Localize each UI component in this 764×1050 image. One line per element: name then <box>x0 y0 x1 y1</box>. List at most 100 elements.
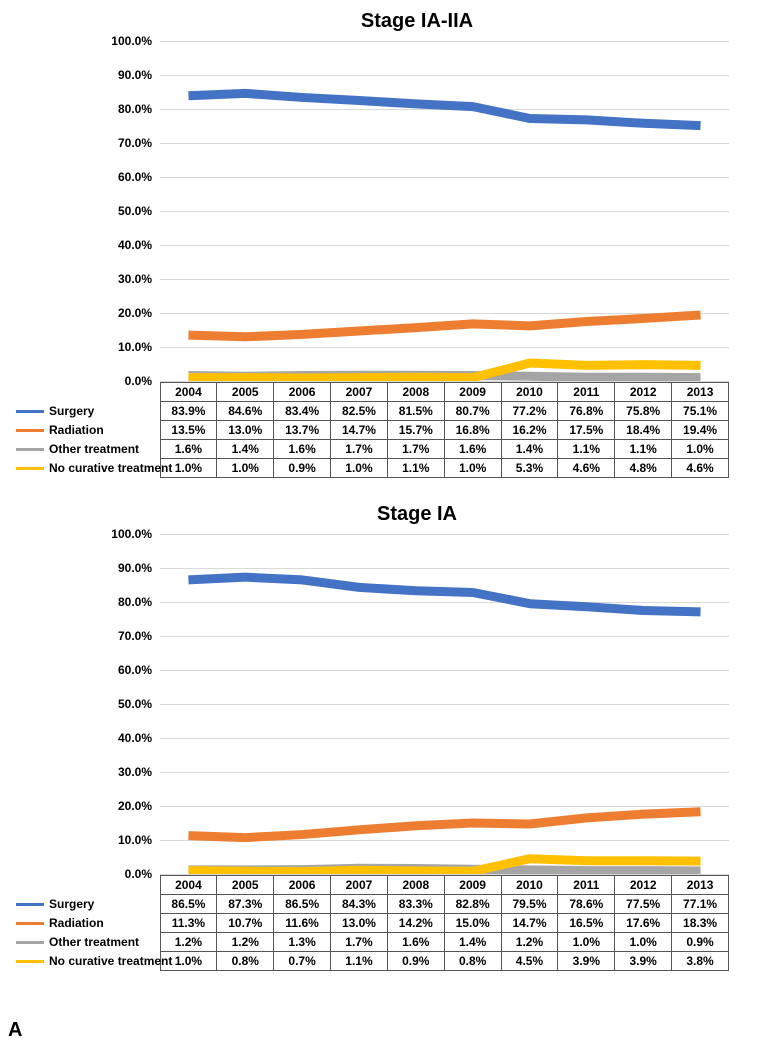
data-cell: 15.0% <box>444 914 501 933</box>
ytick-label: 100.0% <box>111 34 160 48</box>
data-cell: 83.4% <box>274 402 331 421</box>
series-label-text: No curative treatment <box>49 954 172 968</box>
table-row: No curative treatment1.0%0.8%0.7%1.1%0.9… <box>10 952 729 971</box>
year-header: 2007 <box>331 383 388 402</box>
chart-lines <box>160 534 729 874</box>
data-cell: 1.0% <box>672 440 729 459</box>
year-header: 2004 <box>160 876 217 895</box>
series-label-cell: Other treatment <box>10 933 160 952</box>
data-cell: 16.8% <box>444 421 501 440</box>
ytick-label: 80.0% <box>118 595 160 609</box>
ytick-label: 70.0% <box>118 629 160 643</box>
data-cell: 4.8% <box>615 459 672 478</box>
data-cell: 14.7% <box>331 421 388 440</box>
data-cell: 1.0% <box>217 459 274 478</box>
table-row: No curative treatment1.0%1.0%0.9%1.0%1.1… <box>10 459 729 478</box>
legend-swatch-surgery <box>16 903 44 906</box>
data-cell: 13.7% <box>274 421 331 440</box>
data-cell: 1.2% <box>160 933 217 952</box>
ytick-label: 10.0% <box>118 340 160 354</box>
data-table: 2004200520062007200820092010201120122013… <box>10 382 729 478</box>
data-cell: 1.7% <box>331 933 388 952</box>
chart-title: Stage IA <box>80 503 754 526</box>
data-cell: 5.3% <box>501 459 558 478</box>
ytick-label: 50.0% <box>118 697 160 711</box>
data-cell: 1.4% <box>217 440 274 459</box>
data-cell: 86.5% <box>274 895 331 914</box>
data-cell: 80.7% <box>444 402 501 421</box>
data-cell: 87.3% <box>217 895 274 914</box>
data-cell: 82.8% <box>444 895 501 914</box>
ytick-label: 40.0% <box>118 731 160 745</box>
data-cell: 10.7% <box>217 914 274 933</box>
chart-title: Stage IA-IIA <box>80 10 754 33</box>
ytick-label: 0.0% <box>125 374 160 388</box>
data-cell: 1.4% <box>501 440 558 459</box>
data-cell: 82.5% <box>331 402 388 421</box>
year-header: 2008 <box>387 383 444 402</box>
table-row: Radiation13.5%13.0%13.7%14.7%15.7%16.8%1… <box>10 421 729 440</box>
data-cell: 4.6% <box>558 459 615 478</box>
data-cell: 77.1% <box>672 895 729 914</box>
series-label-cell: Radiation <box>10 421 160 440</box>
legend-swatch-radiation <box>16 429 44 432</box>
data-cell: 1.3% <box>274 933 331 952</box>
data-cell: 0.9% <box>387 952 444 971</box>
data-cell: 4.5% <box>501 952 558 971</box>
data-cell: 83.3% <box>387 895 444 914</box>
year-header: 2008 <box>387 876 444 895</box>
data-cell: 79.5% <box>501 895 558 914</box>
data-cell: 4.6% <box>672 459 729 478</box>
series-label-text: Radiation <box>49 423 104 437</box>
year-header: 2005 <box>217 876 274 895</box>
series-line-surgery <box>188 577 700 612</box>
data-cell: 75.8% <box>615 402 672 421</box>
data-cell: 17.5% <box>558 421 615 440</box>
legend-swatch-none <box>16 467 44 470</box>
data-cell: 1.0% <box>558 933 615 952</box>
data-cell: 0.7% <box>274 952 331 971</box>
series-label-text: Radiation <box>49 916 104 930</box>
data-cell: 13.0% <box>331 914 388 933</box>
year-header: 2012 <box>615 876 672 895</box>
ytick-label: 50.0% <box>118 204 160 218</box>
year-header: 2009 <box>444 383 501 402</box>
data-cell: 19.4% <box>672 421 729 440</box>
ytick-label: 0.0% <box>125 867 160 881</box>
data-cell: 17.6% <box>615 914 672 933</box>
data-cell: 14.2% <box>387 914 444 933</box>
data-cell: 1.6% <box>274 440 331 459</box>
data-cell: 1.4% <box>444 933 501 952</box>
legend-swatch-surgery <box>16 410 44 413</box>
data-cell: 11.3% <box>160 914 217 933</box>
series-label-text: Surgery <box>49 897 94 911</box>
ytick-label: 90.0% <box>118 68 160 82</box>
data-cell: 77.5% <box>615 895 672 914</box>
ytick-label: 30.0% <box>118 272 160 286</box>
data-cell: 18.3% <box>672 914 729 933</box>
year-header: 2011 <box>558 383 615 402</box>
ytick-label: 90.0% <box>118 561 160 575</box>
series-line-radiation <box>188 812 700 838</box>
data-cell: 76.8% <box>558 402 615 421</box>
data-cell: 86.5% <box>160 895 217 914</box>
year-header: 2006 <box>274 876 331 895</box>
ytick-label: 70.0% <box>118 136 160 150</box>
data-cell: 18.4% <box>615 421 672 440</box>
data-cell: 16.2% <box>501 421 558 440</box>
table-row: Other treatment1.6%1.4%1.6%1.7%1.7%1.6%1… <box>10 440 729 459</box>
series-label-text: Surgery <box>49 404 94 418</box>
year-header: 2006 <box>274 383 331 402</box>
data-cell: 3.9% <box>615 952 672 971</box>
ytick-label: 60.0% <box>118 170 160 184</box>
year-header: 2011 <box>558 876 615 895</box>
table-row: Radiation11.3%10.7%11.6%13.0%14.2%15.0%1… <box>10 914 729 933</box>
ytick-label: 100.0% <box>111 527 160 541</box>
series-line-surgery <box>188 93 700 125</box>
data-cell: 3.9% <box>558 952 615 971</box>
ytick-label: 30.0% <box>118 765 160 779</box>
data-cell: 1.1% <box>615 440 672 459</box>
year-header: 2013 <box>672 383 729 402</box>
legend-swatch-radiation <box>16 922 44 925</box>
series-label-text: No curative treatment <box>49 461 172 475</box>
